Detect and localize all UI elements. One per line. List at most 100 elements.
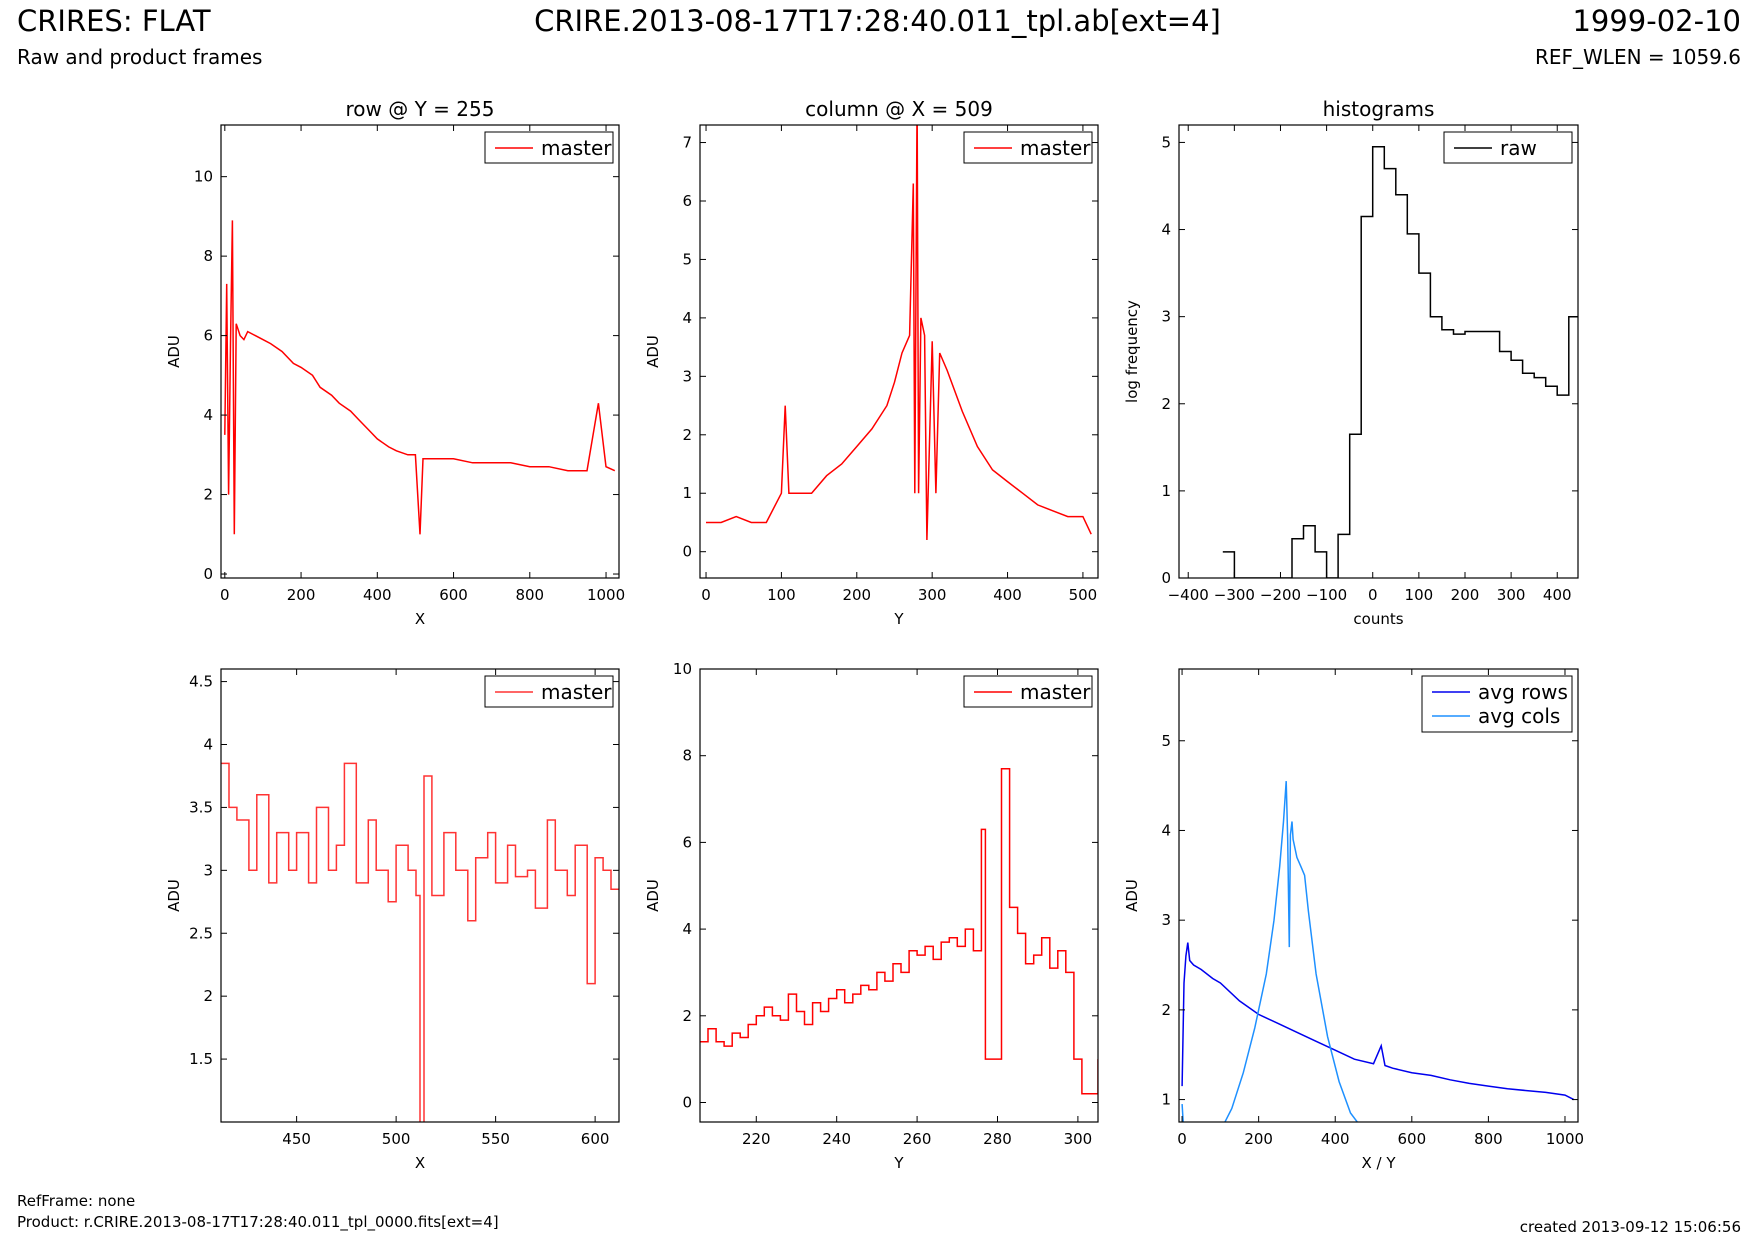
x-tick-label: 500 — [382, 1130, 411, 1148]
legend-label: master — [541, 136, 612, 160]
y-tick-label: 6 — [682, 833, 692, 851]
x-tick-label: 200 — [287, 586, 316, 604]
plot-frame — [220, 124, 620, 579]
x-tick-label: 400 — [993, 586, 1022, 604]
y-tick-label: 4 — [203, 736, 213, 754]
series-line-master — [224, 220, 616, 535]
y-axis-label: ADU — [1123, 879, 1141, 912]
report-date: 1999-02-10 — [1572, 4, 1741, 38]
legend: raw — [1443, 131, 1573, 164]
y-tick-label: 3 — [682, 367, 692, 385]
plot-panel-4: 450 500 550 600 1.5 2 2.5 3 3.5 4 4.5 X ADU master — [165, 668, 620, 1172]
x-axis-label: X / Y — [1361, 1154, 1396, 1172]
legend-label: master — [1020, 136, 1091, 160]
y-axis-label: ADU — [165, 335, 183, 368]
x-tick-label: 200 — [842, 586, 871, 604]
plot-title: histograms — [1323, 97, 1435, 121]
y-tick-label: 3.5 — [189, 798, 213, 816]
x-axis-label: Y — [893, 1154, 904, 1172]
y-tick-label: 3 — [203, 861, 213, 879]
x-tick-label: 400 — [1321, 1130, 1350, 1148]
legend: master — [484, 675, 614, 708]
created-note: created 2013-09-12 15:06:56 — [1519, 1218, 1741, 1236]
x-tick-label: −200 — [1260, 586, 1301, 604]
x-axis-label: counts — [1353, 610, 1403, 628]
y-tick-label: 1 — [682, 484, 692, 502]
plot-title: row @ Y = 255 — [346, 97, 495, 121]
x-tick-label: 800 — [1474, 1130, 1503, 1148]
y-tick-label: 6 — [682, 192, 692, 210]
y-tick-label: 2 — [203, 486, 213, 504]
report-subtitle: Raw and product frames — [17, 45, 263, 69]
y-tick-label: 2 — [682, 426, 692, 444]
y-tick-label: 4 — [682, 920, 692, 938]
legend-label: avg cols — [1478, 704, 1560, 728]
y-tick-label: 5 — [1161, 133, 1171, 151]
x-tick-label: 0 — [1368, 586, 1378, 604]
y-tick-label: 2 — [682, 1007, 692, 1025]
x-tick-label: 1000 — [587, 586, 625, 604]
x-tick-label: 800 — [515, 586, 544, 604]
plot-frame — [699, 124, 1099, 579]
x-tick-label: 300 — [918, 586, 947, 604]
plot-frame — [220, 668, 620, 1123]
x-tick-label: −400 — [1168, 586, 1209, 604]
x-tick-label: 400 — [1543, 586, 1572, 604]
file-name: CRIRE.2013-08-17T17:28:40.011_tpl.ab[ext… — [534, 4, 1221, 38]
legend-label: avg rows — [1478, 680, 1568, 704]
x-tick-label: 200 — [1451, 586, 1480, 604]
x-tick-label: 0 — [701, 586, 711, 604]
refframe-note: RefFrame: none — [17, 1192, 136, 1210]
legend-label: master — [541, 680, 612, 704]
plot-panel-2: 0 100 200 300 400 500 0 1 2 3 4 5 6 7 column @ X = 509… — [644, 97, 1099, 628]
plot-title: column @ X = 509 — [805, 97, 993, 121]
y-tick-label: 2.5 — [189, 924, 213, 942]
x-tick-label: 600 — [1397, 1130, 1426, 1148]
y-tick-label: 2 — [1161, 1001, 1171, 1019]
x-tick-label: −300 — [1214, 586, 1255, 604]
series-line-raw — [1222, 146, 1578, 578]
y-tick-label: 4 — [203, 406, 213, 424]
y-tick-label: 6 — [203, 327, 213, 345]
x-tick-label: 550 — [481, 1130, 510, 1148]
x-tick-label: 100 — [1405, 586, 1434, 604]
y-tick-label: 4 — [1161, 221, 1171, 239]
plot-panel-1: 0 200 400 600 800 1000 0 2 4 6 8 10 row @ Y = 255 X AD… — [165, 97, 625, 628]
x-tick-label: 600 — [439, 586, 468, 604]
x-tick-label: 1000 — [1546, 1130, 1584, 1148]
x-tick-label: 500 — [1069, 586, 1098, 604]
x-tick-label: 200 — [1244, 1130, 1273, 1148]
plot-panel-6: 0 200 400 600 800 1000 1 2 3 4 5 X / Y ADU avg rowsav… — [1123, 668, 1584, 1172]
y-tick-label: 8 — [682, 747, 692, 765]
series-line-master — [221, 762, 619, 1122]
x-tick-label: 240 — [822, 1130, 851, 1148]
series-line-master — [700, 767, 1098, 1095]
y-axis-label: ADU — [165, 879, 183, 912]
plot-frame — [1178, 668, 1579, 1123]
y-tick-label: 0 — [203, 565, 213, 583]
y-tick-label: 0 — [682, 1093, 692, 1111]
y-axis-label: ADU — [644, 879, 662, 912]
y-tick-label: 1 — [1161, 1091, 1171, 1109]
y-tick-label: 5 — [682, 250, 692, 268]
plot-panel-3: −400 −300 −200 −100 0 100 200 300 400 0 1 2 3 4 5 histo… — [1123, 97, 1579, 628]
y-tick-label: 7 — [682, 134, 692, 152]
x-axis-label: X — [415, 610, 425, 628]
x-axis-label: Y — [893, 610, 904, 628]
legend-label: master — [1020, 680, 1091, 704]
x-tick-label: 220 — [742, 1130, 771, 1148]
y-axis-label: ADU — [644, 335, 662, 368]
plot-panel-5: 220 240 260 280 300 0 2 4 6 8 10 Y ADU master — [644, 660, 1099, 1172]
y-tick-label: 5 — [1161, 732, 1171, 750]
series-line-avg-rows — [1181, 942, 1575, 1101]
x-axis-label: X — [415, 1154, 425, 1172]
y-tick-label: 0 — [682, 543, 692, 561]
y-tick-label: 10 — [673, 660, 692, 678]
x-tick-label: 600 — [581, 1130, 610, 1148]
product-note: Product: r.CRIRE.2013-08-17T17:28:40.011… — [17, 1213, 499, 1231]
plot-frame — [699, 668, 1099, 1123]
y-tick-label: 3 — [1161, 308, 1171, 326]
y-tick-label: 8 — [203, 247, 213, 265]
y-tick-label: 2 — [203, 987, 213, 1005]
